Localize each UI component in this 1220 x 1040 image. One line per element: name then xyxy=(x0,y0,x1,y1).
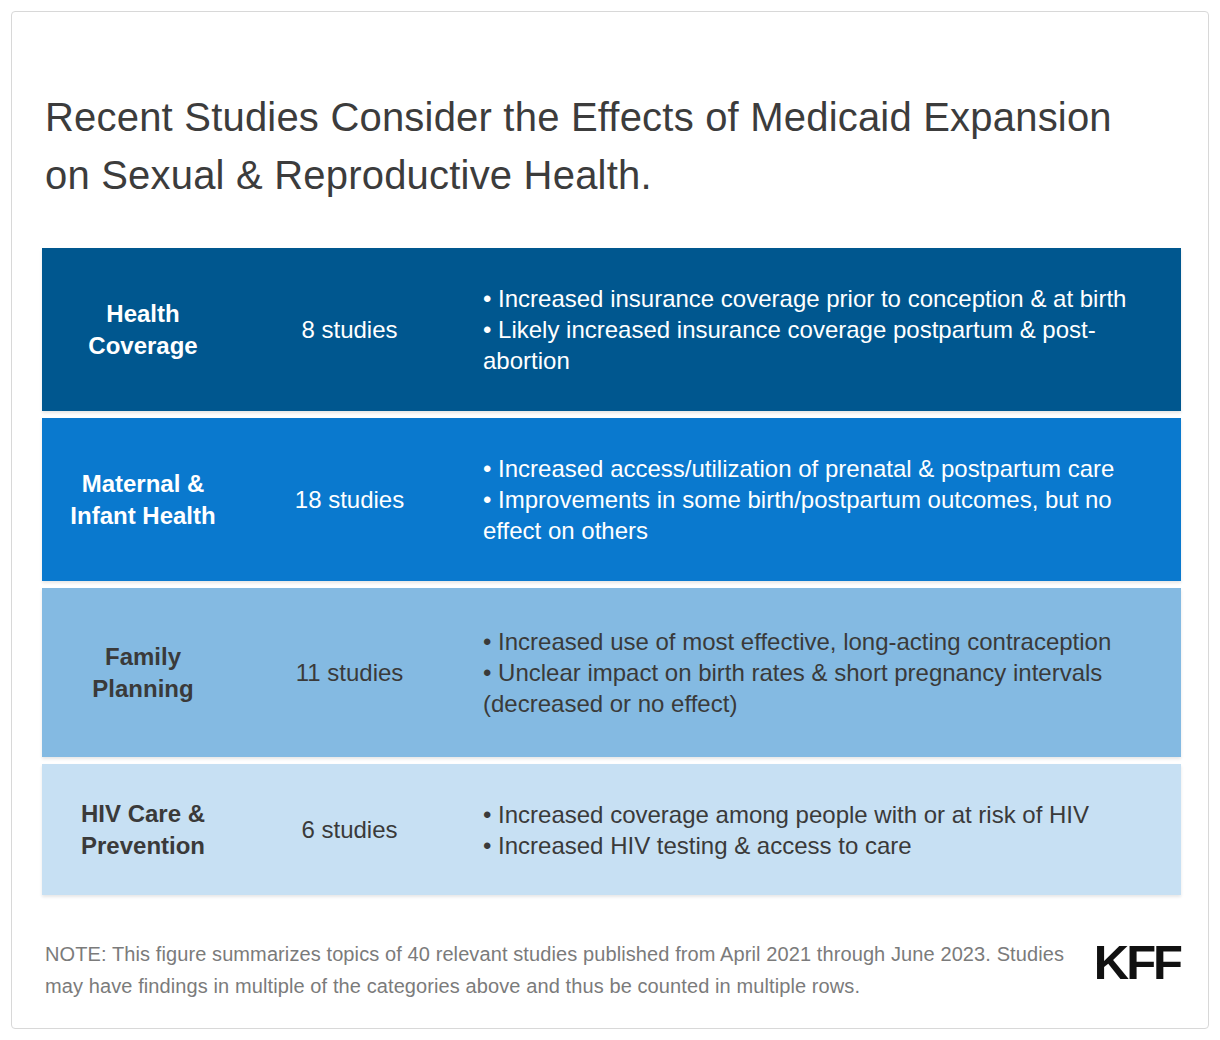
findings-cell: • Increased coverage among people with o… xyxy=(455,764,1181,895)
table-row-family-planning: Family Planning 11 studies • Increased u… xyxy=(42,588,1181,757)
figure-title: Recent Studies Consider the Effects of M… xyxy=(45,88,1155,204)
category-cell: Maternal & Infant Health xyxy=(42,418,244,581)
finding-bullet: • Increased use of most effective, long-… xyxy=(483,626,1169,657)
findings-cell: • Increased insurance coverage prior to … xyxy=(455,248,1181,411)
findings-cell: • Increased use of most effective, long-… xyxy=(455,588,1181,757)
studies-count-cell: 11 studies xyxy=(251,588,448,757)
finding-bullet: • Increased coverage among people with o… xyxy=(483,799,1089,830)
category-cell: Family Planning xyxy=(42,588,244,757)
studies-count-cell: 18 studies xyxy=(251,418,448,581)
findings-cell: • Increased access/utilization of prenat… xyxy=(455,418,1181,581)
summary-table: Health Coverage 8 studies • Increased in… xyxy=(42,248,1181,895)
table-row-health-coverage: Health Coverage 8 studies • Increased in… xyxy=(42,248,1181,411)
table-row-maternal-infant-health: Maternal & Infant Health 18 studies • In… xyxy=(42,418,1181,581)
figure-note: NOTE: This figure summarizes topics of 4… xyxy=(45,938,1090,1002)
finding-bullet: • Unclear impact on birth rates & short … xyxy=(483,657,1169,719)
finding-bullet: • Increased HIV testing & access to care xyxy=(483,830,1089,861)
category-cell: Health Coverage xyxy=(42,248,244,411)
kff-logo: KFF xyxy=(1094,938,1180,987)
studies-count-cell: 6 studies xyxy=(251,764,448,895)
figure-canvas: Recent Studies Consider the Effects of M… xyxy=(0,0,1220,1040)
category-cell: HIV Care & Prevention xyxy=(42,764,244,895)
finding-bullet: • Likely increased insurance coverage po… xyxy=(483,314,1169,376)
finding-bullet: • Increased insurance coverage prior to … xyxy=(483,283,1169,314)
table-row-hiv-care-prevention: HIV Care & Prevention 6 studies • Increa… xyxy=(42,764,1181,895)
studies-count-cell: 8 studies xyxy=(251,248,448,411)
finding-bullet: • Improvements in some birth/postpartum … xyxy=(483,484,1169,546)
finding-bullet: • Increased access/utilization of prenat… xyxy=(483,453,1169,484)
